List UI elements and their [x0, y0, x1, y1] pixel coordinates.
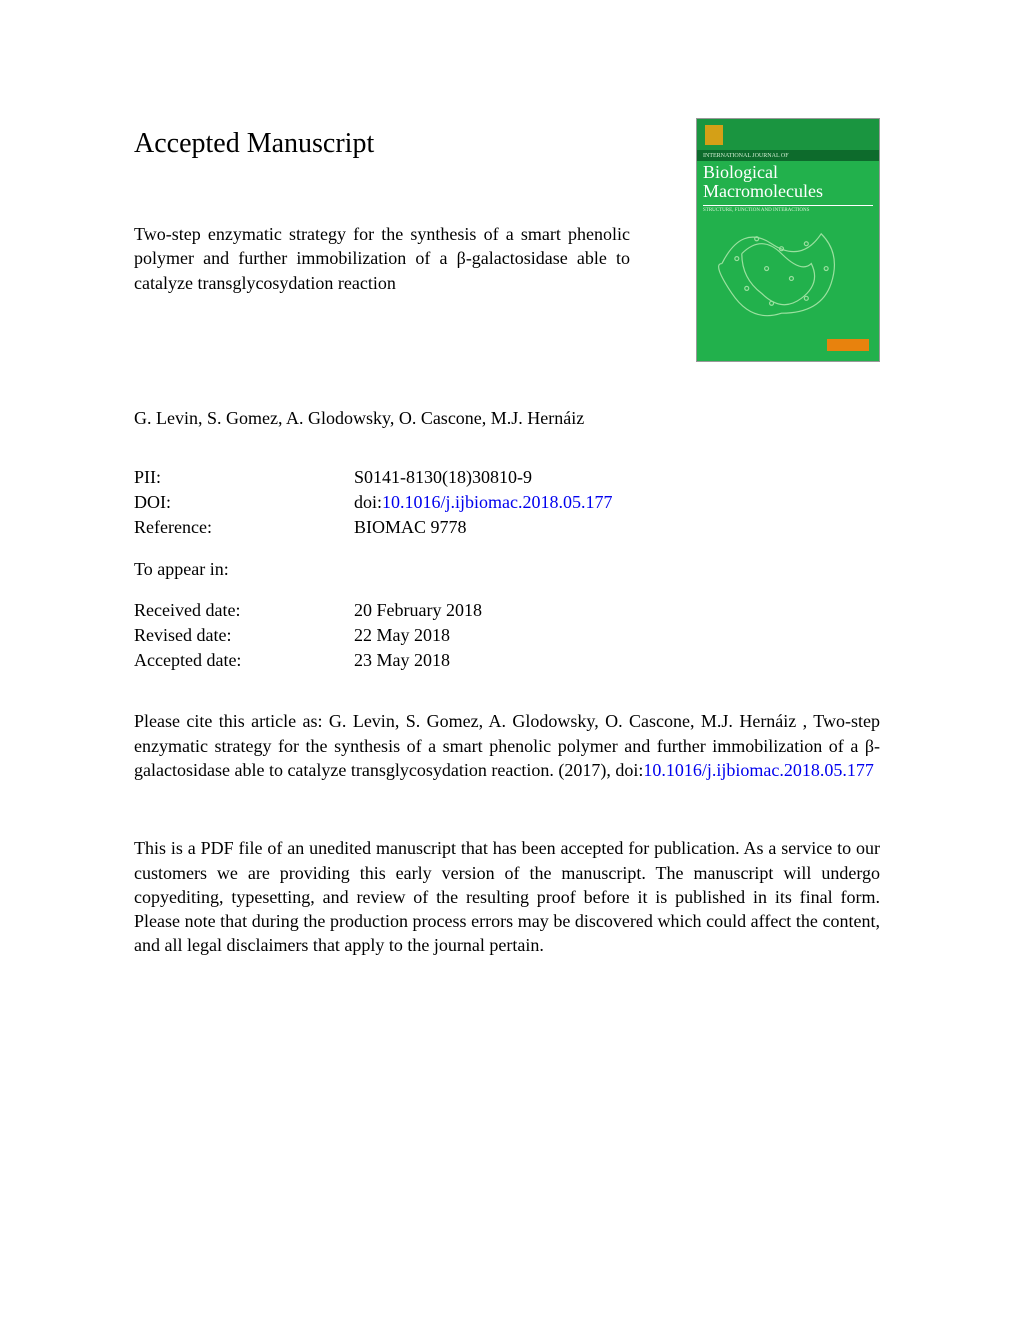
revised-label: Revised date: — [134, 623, 354, 648]
disclaimer-text: This is a PDF file of an unedited manusc… — [134, 836, 880, 957]
accepted-value: 23 May 2018 — [354, 648, 880, 673]
doi-link[interactable]: 10.1016/j.ijbiomac.2018.05.177 — [382, 492, 612, 512]
pii-value: S0141-8130(18)30810-9 — [354, 465, 880, 490]
authors-list: G. Levin, S. Gomez, A. Glodowsky, O. Cas… — [134, 408, 880, 429]
metadata-table: PII: S0141-8130(18)30810-9 DOI: doi:10.1… — [134, 465, 880, 673]
accepted-manuscript-heading: Accepted Manuscript — [134, 128, 676, 160]
citation-doi-link[interactable]: 10.1016/j.ijbiomac.2018.05.177 — [643, 760, 873, 780]
sciencedirect-badge — [827, 339, 869, 351]
molecule-illustration-icon — [712, 204, 851, 333]
doi-value: doi:10.1016/j.ijbiomac.2018.05.177 — [354, 490, 880, 515]
reference-label: Reference: — [134, 515, 354, 540]
received-label: Received date: — [134, 598, 354, 623]
received-value: 20 February 2018 — [354, 598, 880, 623]
reference-value: BIOMAC 9778 — [354, 515, 880, 540]
journal-cover: INTERNATIONAL JOURNAL OF Biological Macr… — [696, 118, 880, 362]
citation-text: Please cite this article as: G. Levin, S… — [134, 709, 880, 782]
elsevier-logo-icon — [705, 125, 723, 145]
accepted-label: Accepted date: — [134, 648, 354, 673]
pii-label: PII: — [134, 465, 354, 490]
article-title: Two-step enzymatic strategy for the synt… — [134, 222, 630, 295]
cover-header: INTERNATIONAL JOURNAL OF — [697, 151, 879, 161]
cover-journal-title: Biological Macromolecules — [697, 161, 879, 203]
appear-value — [354, 557, 880, 582]
doi-label: DOI: — [134, 490, 354, 515]
appear-label: To appear in: — [134, 557, 354, 582]
revised-value: 22 May 2018 — [354, 623, 880, 648]
